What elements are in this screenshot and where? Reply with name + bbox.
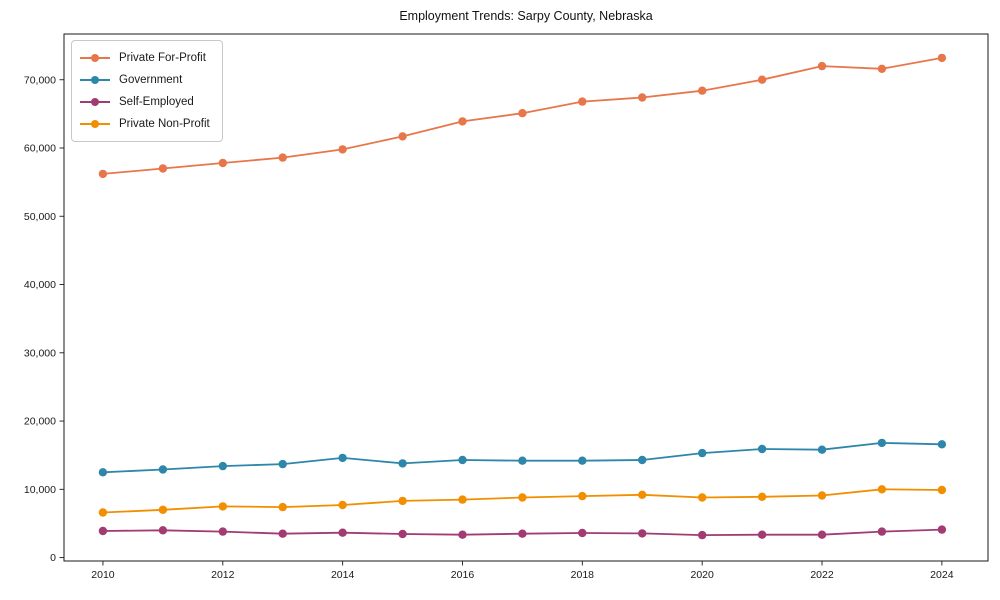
legend-label: Private For-Profit [119,52,206,64]
line-marker-icon [80,97,110,107]
legend: Private For-Profit Government Self-Emplo… [71,40,223,142]
svg-text:2010: 2010 [91,569,115,581]
svg-text:2012: 2012 [211,569,235,581]
svg-text:2014: 2014 [331,569,355,581]
legend-label: Government [119,74,183,86]
svg-text:60,000: 60,000 [24,143,56,155]
legend-label: Private Non-Profit [119,118,210,130]
svg-text:2016: 2016 [451,569,475,581]
legend-item-self-employed: Self-Employed [80,91,210,113]
svg-text:2022: 2022 [810,569,834,581]
svg-text:0: 0 [50,552,56,564]
svg-text:2018: 2018 [571,569,595,581]
svg-text:2020: 2020 [690,569,714,581]
svg-text:2024: 2024 [930,569,954,581]
legend-item-private-non-profit: Private Non-Profit [80,113,210,135]
legend-item-private-for-profit: Private For-Profit [80,47,210,69]
legend-label: Self-Employed [119,96,194,108]
svg-text:40,000: 40,000 [24,279,56,291]
line-marker-icon [80,119,110,129]
svg-text:30,000: 30,000 [24,347,56,359]
svg-text:20,000: 20,000 [24,416,56,428]
svg-text:10,000: 10,000 [24,484,56,496]
legend-item-government: Government [80,69,210,91]
svg-text:50,000: 50,000 [24,211,56,223]
line-marker-icon [80,53,110,63]
chart-title: Employment Trends: Sarpy County, Nebrask… [399,9,653,23]
svg-text:70,000: 70,000 [24,74,56,86]
line-marker-icon [80,75,110,85]
